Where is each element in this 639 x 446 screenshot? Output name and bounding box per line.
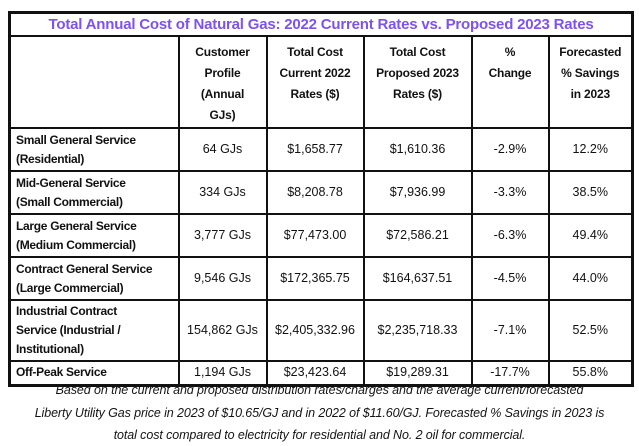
cell-cost-2022: $23,423.64 xyxy=(265,360,365,386)
cell-cost-2022: $2,405,332.96 xyxy=(265,299,365,362)
row-label: Mid-General Service (Small Commercial) xyxy=(8,170,180,215)
row-label: Industrial Contract Service (Industrial … xyxy=(8,299,180,362)
cell-cost-2022: $172,365.75 xyxy=(265,256,365,301)
cost-comparison-table: Total Annual Cost of Natural Gas: 2022 C… xyxy=(8,11,635,387)
row-label: Large General Service (Medium Commercial… xyxy=(8,213,180,258)
cell-savings: 55.8% xyxy=(547,360,634,386)
cell-cost-2023: $164,637.51 xyxy=(362,256,473,301)
row-label: Small General Service (Residential) xyxy=(8,127,180,172)
cell-savings: 44.0% xyxy=(547,256,634,301)
cell-cost-2023: $2,235,718.33 xyxy=(362,299,473,362)
cell-annual-gjs: 1,194 GJs xyxy=(177,360,268,386)
table-footnote: Based on the current and proposed distri… xyxy=(34,383,605,442)
cell-cost-2022: $8,208.78 xyxy=(265,170,365,215)
col-header-customer-profile: Customer Profile (Annual GJs) xyxy=(177,35,268,129)
col-header-total-cost-2022: Total Cost Current 2022 Rates ($) xyxy=(265,35,365,129)
table-row-mid-general-service: Mid-General Service (Small Commercial) 3… xyxy=(8,170,634,215)
cell-pct-change: -7.1% xyxy=(470,299,550,362)
table-row-contract-general-service: Contract General Service (Large Commerci… xyxy=(8,256,634,301)
row-label: Contract General Service (Large Commerci… xyxy=(8,256,180,301)
table-title: Total Annual Cost of Natural Gas: 2022 C… xyxy=(8,11,634,37)
cell-pct-change: -3.3% xyxy=(470,170,550,215)
cell-pct-change: -17.7% xyxy=(470,360,550,386)
cell-cost-2023: $19,289.31 xyxy=(362,360,473,386)
col-header-pct-change: % Change xyxy=(470,35,550,129)
cell-pct-change: -2.9% xyxy=(470,127,550,172)
col-header-empty xyxy=(8,35,180,129)
cell-cost-2023: $1,610.36 xyxy=(362,127,473,172)
table-row-small-general-service: Small General Service (Residential) 64 G… xyxy=(8,127,634,172)
cell-annual-gjs: 3,777 GJs xyxy=(177,213,268,258)
cell-savings: 12.2% xyxy=(547,127,634,172)
cell-cost-2022: $77,473.00 xyxy=(265,213,365,258)
table-row-off-peak-service: Off-Peak Service 1,194 GJs $23,423.64 $1… xyxy=(8,360,634,386)
table-row-industrial-contract-service: Industrial Contract Service (Industrial … xyxy=(8,299,634,362)
table-title-row: Total Annual Cost of Natural Gas: 2022 C… xyxy=(8,11,634,37)
cell-cost-2023: $72,586.21 xyxy=(362,213,473,258)
table-row-large-general-service: Large General Service (Medium Commercial… xyxy=(8,213,634,258)
col-header-total-cost-2023: Total Cost Proposed 2023 Rates ($) xyxy=(362,35,473,129)
cell-annual-gjs: 64 GJs xyxy=(177,127,268,172)
cell-savings: 52.5% xyxy=(547,299,634,362)
cell-cost-2023: $7,936.99 xyxy=(362,170,473,215)
cell-savings: 49.4% xyxy=(547,213,634,258)
cell-pct-change: -4.5% xyxy=(470,256,550,301)
col-header-forecasted-savings: Forecasted % Savings in 2023 xyxy=(547,35,634,129)
cell-savings: 38.5% xyxy=(547,170,634,215)
cell-cost-2022: $1,658.77 xyxy=(265,127,365,172)
cell-annual-gjs: 9,546 GJs xyxy=(177,256,268,301)
cell-annual-gjs: 154,862 GJs xyxy=(177,299,268,362)
row-label: Off-Peak Service xyxy=(8,360,180,386)
cell-annual-gjs: 334 GJs xyxy=(177,170,268,215)
table-header-row: Customer Profile (Annual GJs) Total Cost… xyxy=(8,35,634,129)
cell-pct-change: -6.3% xyxy=(470,213,550,258)
